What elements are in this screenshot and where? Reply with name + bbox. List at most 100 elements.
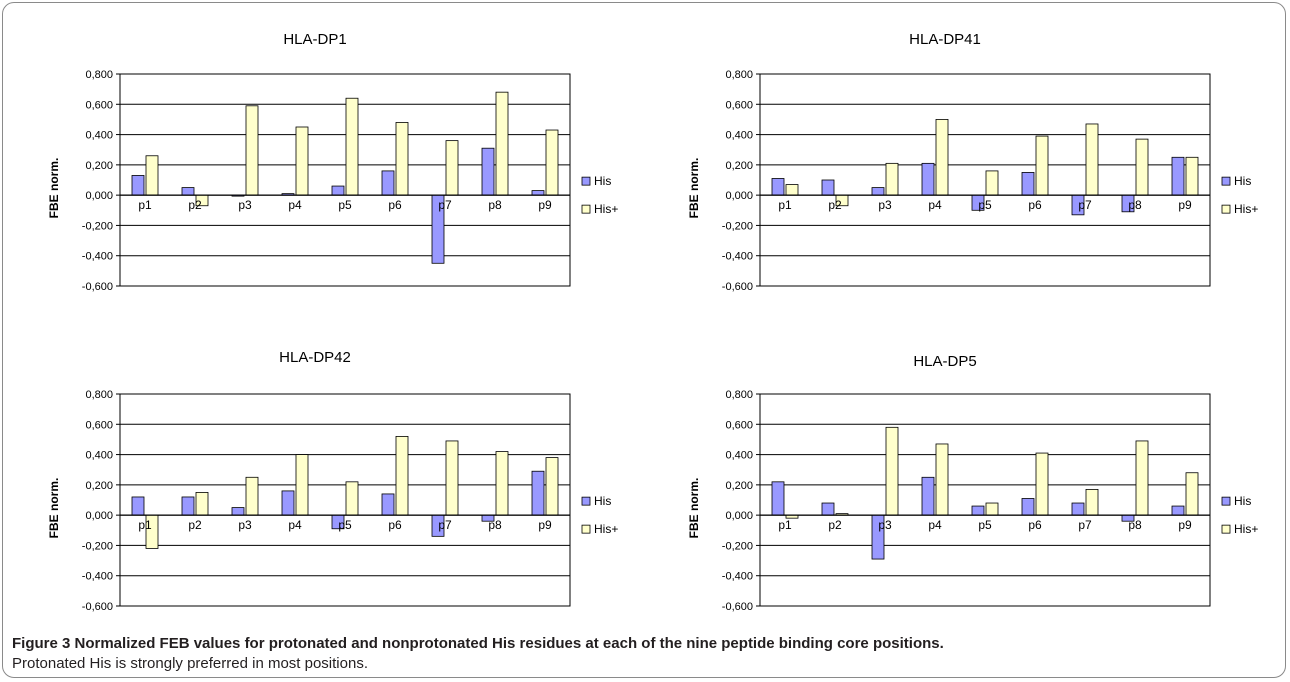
legend-label: His — [594, 494, 611, 508]
legend-swatch — [581, 176, 591, 186]
legend-label: His — [1234, 494, 1251, 508]
legend-swatch — [581, 496, 591, 506]
x-tick-label: p2 — [828, 198, 842, 212]
bar-his-p8 — [481, 147, 495, 196]
bar-his-p2 — [181, 496, 195, 516]
bar-his-plus-p4 — [935, 443, 949, 516]
x-tick-label: p1 — [778, 518, 792, 532]
y-tick-label: 0,800 — [725, 389, 753, 401]
chart-title: HLA-DP41 — [909, 31, 981, 48]
x-tick-label: p5 — [978, 198, 992, 212]
y-tick-label: -0,200 — [82, 540, 113, 552]
bar-his-p9 — [1171, 505, 1185, 516]
bar-his-p6 — [381, 493, 395, 516]
y-tick-label: -0,600 — [722, 601, 753, 613]
bar-his-p9 — [1171, 156, 1185, 196]
x-tick-label: p3 — [238, 518, 252, 532]
x-tick-label: p8 — [1128, 518, 1142, 532]
x-tick-label: p2 — [188, 518, 202, 532]
bar-his-plus-p1 — [145, 155, 159, 196]
bar-his-p4 — [921, 476, 935, 516]
bar-his-p1 — [771, 481, 785, 516]
y-tick-label: 0,000 — [85, 510, 113, 522]
x-tick-label: p8 — [1128, 198, 1142, 212]
bar-his-plus-p5 — [985, 502, 999, 516]
bar-his-p3 — [231, 507, 245, 516]
bar-his-p4 — [921, 162, 935, 196]
y-tick-label: 0,600 — [725, 99, 753, 111]
bar-his-p6 — [381, 170, 395, 196]
legend-swatch — [1221, 496, 1231, 506]
chart-panel-3: HLA-DP42 -0,600 -0,400 -0,200 0,000 0,200 0,40… — [47, 349, 618, 613]
bar-his-p7 — [1071, 502, 1085, 516]
y-tick-label: 0,000 — [725, 190, 753, 202]
x-tick-label: p9 — [538, 518, 552, 532]
x-tick-label: p3 — [878, 198, 892, 212]
legend-label: His — [1234, 174, 1251, 188]
x-tick-label: p1 — [778, 198, 792, 212]
x-tick-label: p2 — [188, 198, 202, 212]
x-tick-label: p7 — [1078, 198, 1092, 212]
chart-panel-1: HLA-DP1 -0,600 -0,400 -0,200 0,000 0,200 0,400… — [47, 31, 618, 293]
y-tick-label: -0,400 — [82, 251, 113, 263]
y-tick-label: -0,600 — [722, 281, 753, 293]
bar-his-p9 — [531, 190, 545, 196]
x-tick-label: p5 — [978, 518, 992, 532]
bar-his-plus-p3 — [245, 476, 259, 516]
bar-his-plus-p4 — [295, 126, 309, 196]
x-tick-label: p9 — [1178, 518, 1192, 532]
x-tick-label: p4 — [288, 518, 302, 532]
legend-label: His+ — [1234, 202, 1258, 216]
y-tick-label: -0,200 — [82, 220, 113, 232]
y-tick-label: 0,400 — [725, 130, 753, 142]
y-tick-label: 0,400 — [725, 450, 753, 462]
x-tick-label: p5 — [338, 198, 352, 212]
bar-his-p2 — [821, 179, 835, 196]
chart-title: HLA-DP42 — [279, 349, 351, 366]
x-tick-label: p3 — [238, 198, 252, 212]
plot-area — [759, 393, 1211, 607]
x-tick-label: p9 — [538, 198, 552, 212]
bar-his-plus-p1 — [785, 184, 799, 196]
y-tick-label: 0,200 — [725, 480, 753, 492]
bar-his-plus-p9 — [1185, 472, 1199, 516]
bar-his-plus-p4 — [295, 454, 309, 516]
x-tick-label: p7 — [438, 518, 452, 532]
y-axis-label: FBE norm. — [47, 158, 61, 219]
bar-his-p5 — [971, 505, 985, 516]
bar-his-p6 — [1021, 498, 1035, 516]
x-tick-label: p8 — [488, 198, 502, 212]
plot-area — [119, 393, 571, 607]
y-tick-label: -0,600 — [82, 601, 113, 613]
y-tick-label: -0,400 — [722, 571, 753, 583]
bar-his-plus-p3 — [245, 105, 259, 196]
y-tick-label: -0,200 — [722, 540, 753, 552]
bar-his-plus-p6 — [1035, 452, 1049, 516]
bar-his-p2 — [821, 502, 835, 516]
plot-area — [119, 73, 571, 287]
x-tick-label: p6 — [388, 198, 402, 212]
x-tick-label: p9 — [1178, 198, 1192, 212]
y-axis-label: FBE norm. — [687, 158, 701, 219]
bar-his-p6 — [1021, 172, 1035, 196]
x-tick-label: p7 — [438, 198, 452, 212]
y-tick-label: 0,200 — [85, 480, 113, 492]
x-tick-label: p1 — [138, 198, 152, 212]
bar-his-p2 — [181, 187, 195, 196]
x-tick-label: p4 — [288, 198, 302, 212]
bar-his-plus-p7 — [445, 440, 459, 516]
y-tick-label: 0,400 — [85, 450, 113, 462]
figure-panels: HLA-DP1 -0,600 -0,400 -0,200 0,000 0,200 0,400… — [47, 31, 1258, 613]
bar-his-plus-p5 — [985, 170, 999, 196]
y-tick-label: 0,000 — [725, 510, 753, 522]
bar-his-plus-p7 — [1085, 123, 1099, 196]
bar-his-plus-p9 — [545, 457, 559, 516]
x-tick-label: p2 — [828, 518, 842, 532]
y-tick-label: 0,200 — [725, 160, 753, 172]
x-tick-label: p8 — [488, 518, 502, 532]
y-tick-label: 0,200 — [85, 160, 113, 172]
y-tick-label: 0,800 — [85, 69, 113, 81]
y-axis-label: FBE norm. — [687, 478, 701, 539]
y-tick-label: 0,600 — [85, 99, 113, 111]
x-tick-label: p3 — [878, 518, 892, 532]
